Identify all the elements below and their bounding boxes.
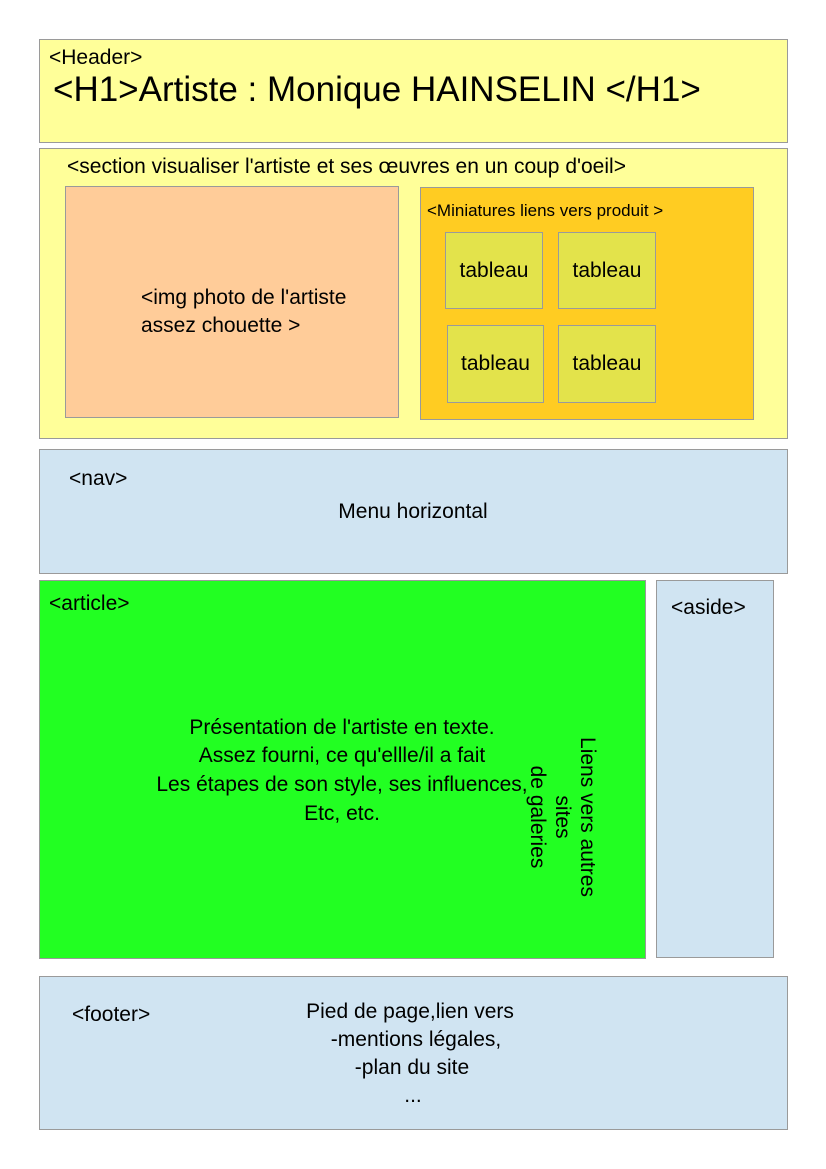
nav-block xyxy=(39,449,788,574)
footer-link-plan-du-site[interactable]: -plan du site xyxy=(354,1056,470,1079)
thumbnail-label: tableau xyxy=(572,352,642,375)
article-block xyxy=(39,580,646,959)
article-text-line-4: Etc, etc. xyxy=(304,802,380,825)
thumbnail-link[interactable]: tableau xyxy=(558,232,656,309)
footer-block xyxy=(39,976,788,1130)
thumbnail-link[interactable]: tableau xyxy=(558,325,656,403)
footer-ellipsis: ... xyxy=(404,1084,422,1107)
header-block xyxy=(39,39,788,143)
section-tag-label: <section visualiser l'artiste et ses œuv… xyxy=(67,155,626,178)
aside-tag-label: <aside> xyxy=(671,596,746,619)
article-text-line-2: Assez fourni, ce qu'ellle/il a fait xyxy=(198,744,486,767)
thumbnail-link[interactable]: tableau xyxy=(447,325,544,403)
thumbnail-label: tableau xyxy=(461,352,530,375)
footer-tag-label: <footer> xyxy=(72,1003,151,1026)
footer-text-line-1: Pied de page,lien vers xyxy=(306,1000,514,1023)
photo-label-line-1: <img photo de l'artiste xyxy=(141,286,347,309)
article-text-line-3: Les étapes de son style, ses influences, xyxy=(156,773,528,796)
miniatures-tag-label: <Miniatures liens vers produit > xyxy=(427,201,664,220)
article-text-line-1: Présentation de l'artiste en texte. xyxy=(189,716,495,739)
thumbnail-label: tableau xyxy=(459,259,529,282)
header-tag-label: <Header> xyxy=(49,46,143,69)
thumbnail-link[interactable]: tableau xyxy=(445,232,543,309)
nav-menu-label[interactable]: Menu horizontal xyxy=(338,500,488,523)
page-title: <H1>Artiste : Monique HAINSELIN </H1> xyxy=(53,70,701,109)
aside-text-line-1: Liens vers autres sites xyxy=(551,737,599,897)
thumbnail-label: tableau xyxy=(572,259,642,282)
footer-link-mentions-legales[interactable]: -mentions légales, xyxy=(330,1028,502,1051)
article-tag-label: <article> xyxy=(49,592,130,615)
aside-vertical-text[interactable]: Liens vers autres sites de galeries xyxy=(525,717,600,917)
aside-block xyxy=(656,580,774,958)
nav-tag-label: <nav> xyxy=(69,467,128,490)
photo-label-line-2: assez chouette > xyxy=(141,314,301,337)
artist-photo-placeholder xyxy=(65,186,399,418)
aside-text-line-2: de galeries xyxy=(526,765,549,869)
